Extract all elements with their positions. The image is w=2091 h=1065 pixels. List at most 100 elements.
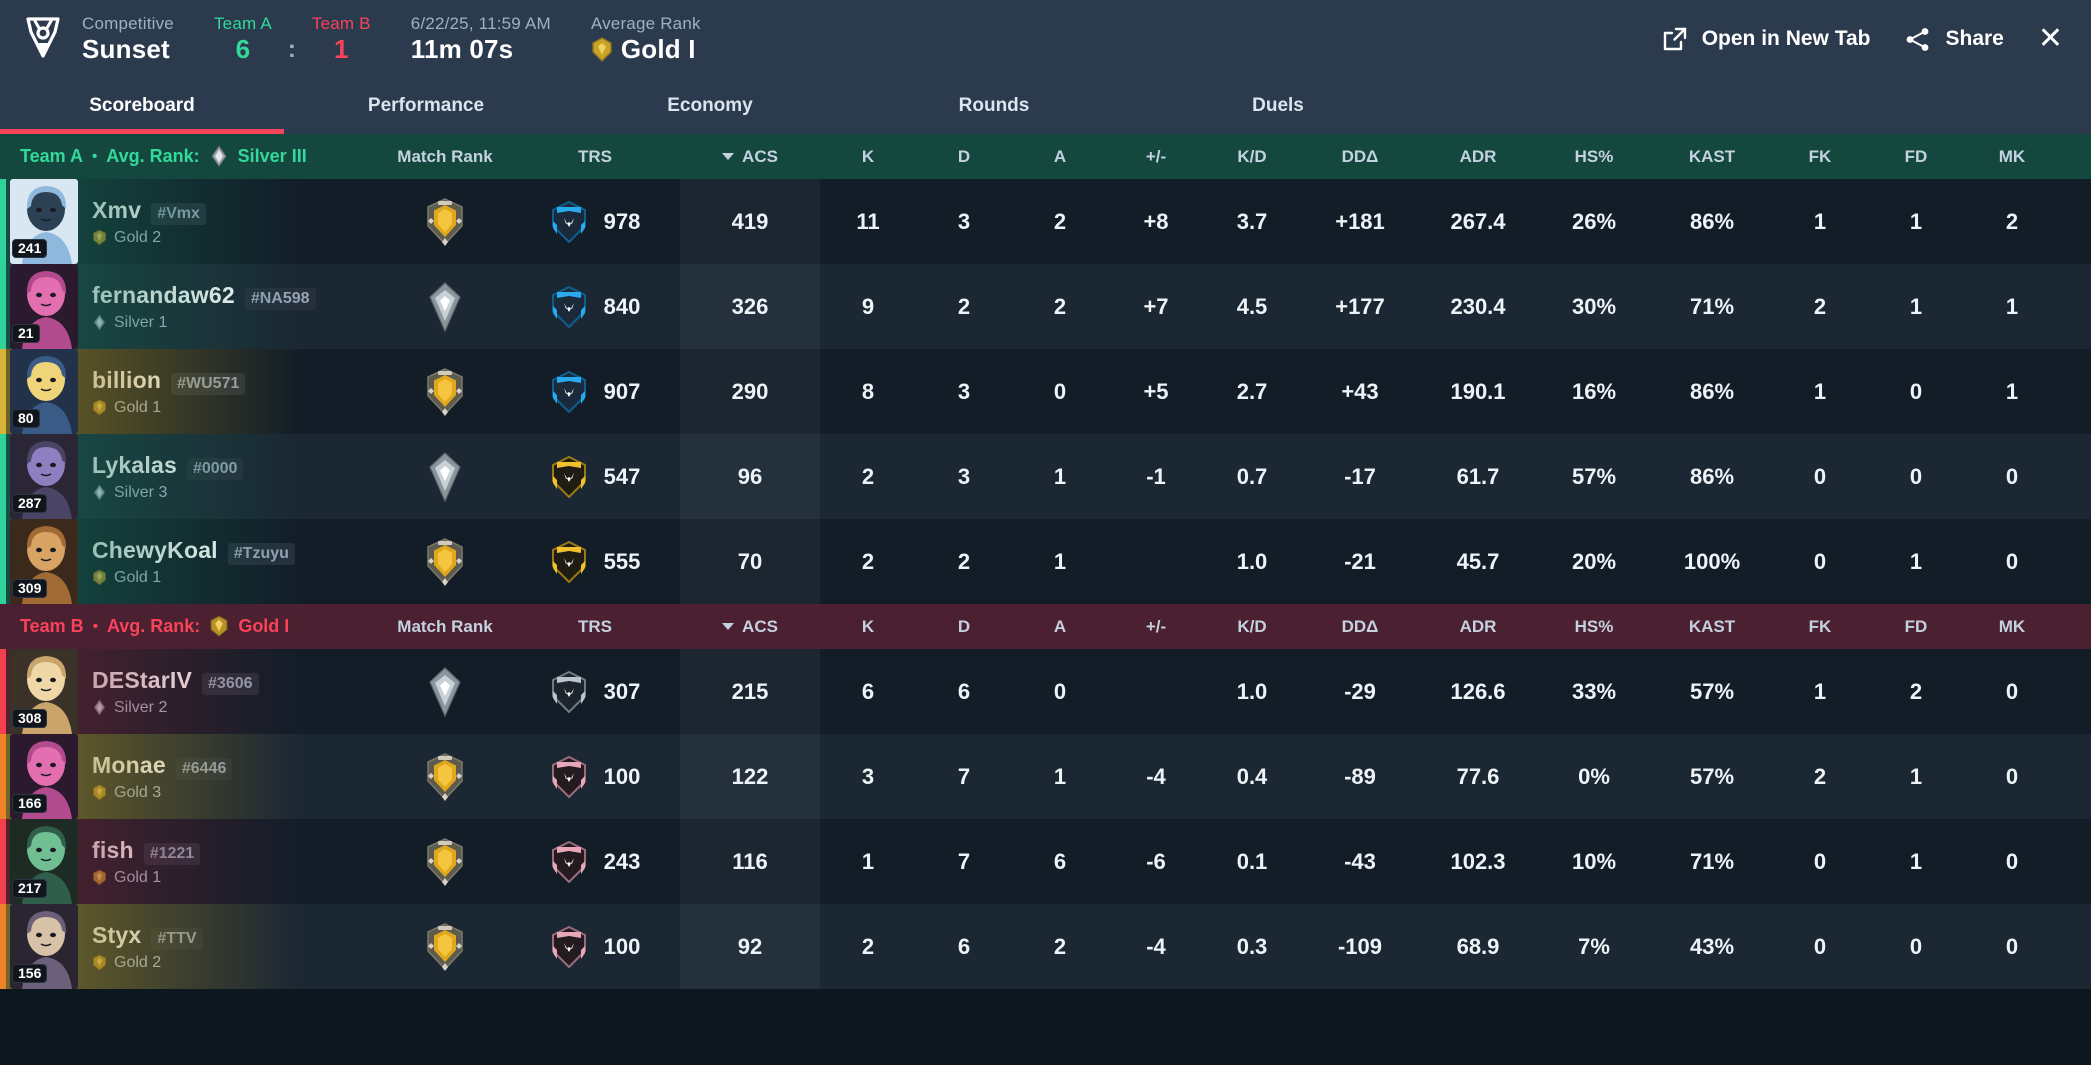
map-name: Sunset — [82, 34, 170, 64]
trs-value: 307 — [603, 678, 641, 704]
agent-portrait: 287 — [10, 434, 78, 519]
player-row[interactable]: 287 Lykalas #0000 Silver 3 547 — [0, 434, 2091, 519]
trs-badge-icon — [550, 200, 588, 243]
player-cell[interactable]: 156 Styx #TTV Gold 2 — [0, 904, 380, 989]
player-row[interactable]: 241 Xmv #Vmx Gold 2 — [0, 179, 2091, 264]
stat-fd: 1 — [1909, 763, 1923, 789]
player-name: Monae — [92, 751, 166, 778]
agent-portrait: 21 — [10, 264, 78, 349]
player-rank: Silver 1 — [92, 314, 316, 332]
column-header-fk[interactable]: FK — [1772, 617, 1868, 637]
player-tag: #1221 — [143, 842, 201, 865]
match-rank-badge — [380, 264, 510, 349]
player-cell[interactable]: 308 DEStarIV #3606 Silver 2 — [0, 649, 380, 734]
column-header-d[interactable]: D — [916, 147, 1012, 167]
column-header-trs[interactable]: TRS — [510, 147, 680, 167]
player-row[interactable]: 309 ChewyKoal #Tzuyu Gold 1 — [0, 519, 2091, 604]
stat-plusminus: +7 — [1143, 293, 1169, 319]
player-cell[interactable]: 80 billion #WU571 Gold 1 — [0, 349, 380, 434]
trs-value: 243 — [603, 848, 641, 874]
match-rank-badge — [380, 904, 510, 989]
share-button[interactable]: Share — [1904, 26, 2004, 53]
trs-badge-icon — [550, 670, 588, 713]
trs-badge-icon — [550, 285, 588, 328]
column-header-a[interactable]: A — [1012, 147, 1108, 167]
column-header-trs[interactable]: TRS — [510, 617, 680, 637]
player-cell[interactable]: 287 Lykalas #0000 Silver 3 — [0, 434, 380, 519]
column-header-fk[interactable]: FK — [1772, 147, 1868, 167]
tab-performance[interactable]: Performance — [284, 78, 568, 134]
player-rank-label: Gold 2 — [114, 228, 162, 246]
player-tag: #3606 — [202, 672, 259, 695]
stat-plusminus: -4 — [1146, 933, 1166, 959]
player-row[interactable]: 21 fernandaw62 #NA598 Silver 1 — [0, 264, 2091, 349]
column-header-fd[interactable]: FD — [1868, 147, 1964, 167]
stat-plusminus: -1 — [1146, 463, 1166, 489]
stat-adr: 61.7 — [1456, 463, 1500, 489]
column-header-a[interactable]: A — [1012, 617, 1108, 637]
open-in-new-tab-button[interactable]: Open in New Tab — [1661, 26, 1870, 53]
column-header-plusminus[interactable]: +/- — [1108, 617, 1204, 637]
stat-dd: +181 — [1335, 208, 1385, 234]
stat-kd: 0.3 — [1236, 933, 1268, 959]
column-header-k[interactable]: K — [820, 617, 916, 637]
player-cell[interactable]: 309 ChewyKoal #Tzuyu Gold 1 — [0, 519, 380, 604]
player-rank-label: Gold 1 — [114, 398, 162, 416]
tab-duels[interactable]: Duels — [1136, 78, 1420, 134]
avg-rank-icon — [209, 615, 229, 638]
column-header-d[interactable]: D — [916, 617, 1012, 637]
column-header-match_rank[interactable]: Match Rank — [380, 147, 510, 167]
player-row[interactable]: 166 Monae #6446 Gold 3 — [0, 734, 2091, 819]
stat-mk: 0 — [2005, 678, 2019, 704]
stat-d: 7 — [957, 763, 971, 789]
tab-scoreboard[interactable]: Scoreboard — [0, 78, 284, 134]
column-header-kd[interactable]: K/D — [1204, 617, 1300, 637]
close-icon[interactable]: ✕ — [2037, 22, 2063, 55]
team-a-score: 6 — [235, 34, 251, 64]
stat-plusminus: +5 — [1143, 378, 1169, 404]
column-header-dd[interactable]: DDΔ — [1300, 617, 1420, 637]
trs-cell: 840 — [510, 264, 680, 349]
column-header-hs[interactable]: HS% — [1536, 147, 1652, 167]
stat-d: 2 — [957, 548, 971, 574]
stat-k: 2 — [861, 548, 875, 574]
column-header-fd[interactable]: FD — [1868, 617, 1964, 637]
column-header-k[interactable]: K — [820, 147, 916, 167]
stat-dd: -109 — [1337, 933, 1383, 959]
column-header-adr[interactable]: ADR — [1420, 147, 1536, 167]
column-header-mk[interactable]: MK — [1964, 147, 2060, 167]
column-header-acs[interactable]: ACS — [680, 147, 820, 167]
column-header-mk[interactable]: MK — [1964, 617, 2060, 637]
player-cell[interactable]: 166 Monae #6446 Gold 3 — [0, 734, 380, 819]
player-row[interactable]: 217 fish #1221 Gold 1 — [0, 819, 2091, 904]
agent-portrait: 308 — [10, 649, 78, 734]
column-header-kd[interactable]: K/D — [1204, 147, 1300, 167]
column-header-acs[interactable]: ACS — [680, 617, 820, 637]
player-row[interactable]: 308 DEStarIV #3606 Silver 2 30 — [0, 649, 2091, 734]
column-header-label: A — [1053, 146, 1067, 166]
column-header-dd[interactable]: DDΔ — [1300, 147, 1420, 167]
team-accent-bar — [0, 649, 6, 734]
player-row[interactable]: 156 Styx #TTV Gold 2 — [0, 904, 2091, 989]
column-header-kast[interactable]: KAST — [1652, 617, 1772, 637]
stat-hs: 7% — [1578, 933, 1610, 959]
player-row[interactable]: 80 billion #WU571 Gold 1 — [0, 349, 2091, 434]
map-field: Competitive Sunset — [82, 14, 174, 64]
tab-economy[interactable]: Economy — [568, 78, 852, 134]
player-cell[interactable]: 241 Xmv #Vmx Gold 2 — [0, 179, 380, 264]
column-header-adr[interactable]: ADR — [1420, 617, 1536, 637]
player-cell[interactable]: 217 fish #1221 Gold 1 — [0, 819, 380, 904]
stat-fk: 0 — [1813, 548, 1827, 574]
column-header-kast[interactable]: KAST — [1652, 147, 1772, 167]
column-header-plusminus[interactable]: +/- — [1108, 147, 1204, 167]
column-header-label: A — [1053, 616, 1067, 636]
trs-cell: 547 — [510, 434, 680, 519]
stat-a: 2 — [1053, 208, 1067, 234]
trs-cell: 555 — [510, 519, 680, 604]
player-cell[interactable]: 21 fernandaw62 #NA598 Silver 1 — [0, 264, 380, 349]
column-header-hs[interactable]: HS% — [1536, 617, 1652, 637]
column-header-match_rank[interactable]: Match Rank — [380, 617, 510, 637]
column-header-label: DDΔ — [1341, 146, 1379, 166]
tab-rounds[interactable]: Rounds — [852, 78, 1136, 134]
column-header-label: K — [861, 616, 875, 636]
